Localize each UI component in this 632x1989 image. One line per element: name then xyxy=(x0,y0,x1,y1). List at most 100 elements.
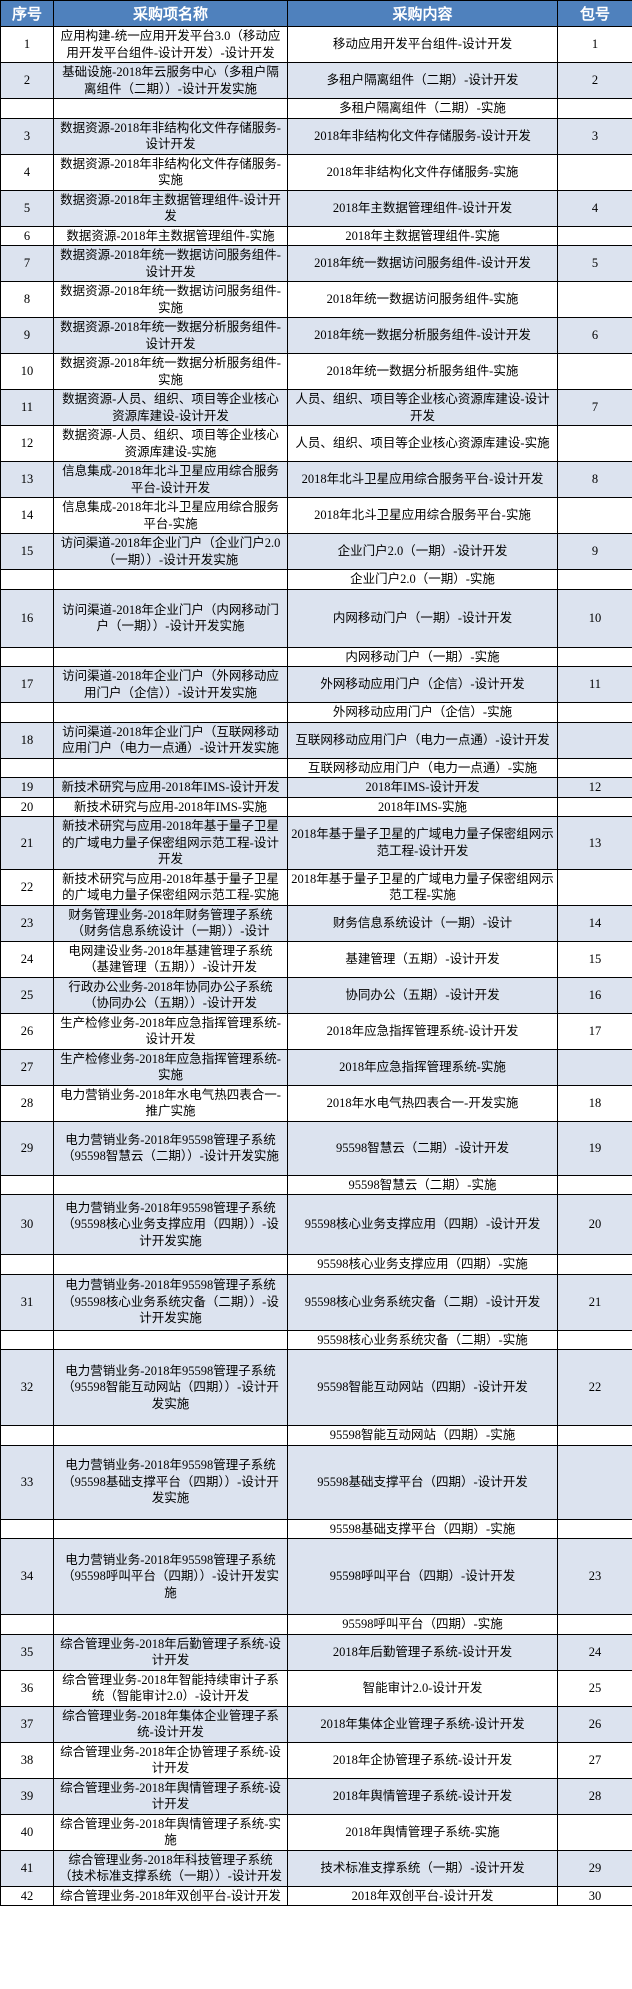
cell-package xyxy=(557,1425,632,1446)
cell-serial xyxy=(0,1329,54,1350)
cell-item-name: 数据资源-2018年主数据管理组件-设计开发 xyxy=(53,189,288,227)
cell-content: 2018年应急指挥管理系统-实施 xyxy=(287,1048,558,1086)
cell-content: 智能审计2.0-设计开发 xyxy=(287,1669,558,1707)
cell-package: 24 xyxy=(557,1633,632,1671)
cell-content: 2018年双创平台-设计开发 xyxy=(287,1885,558,1906)
cell-package xyxy=(557,353,632,390)
cell-content: 多租户隔离组件（二期）-实施 xyxy=(287,98,558,119)
table-row: 多租户隔离组件（二期）-实施 xyxy=(0,98,632,119)
table-row: 18 访问渠道-2018年企业门户（互联网移动应用门户（电力一点通）-设计开发实… xyxy=(0,721,632,759)
cell-item-name xyxy=(53,1254,288,1275)
cell-item-name: 综合管理业务-2018年企协管理子系统-设计开发 xyxy=(53,1741,288,1779)
cell-content: 协同办公（五期）-设计开发 xyxy=(287,976,558,1014)
table-body: 1 应用构建-统一应用开发平台3.0（移动应用开发平台组件-设计开发）-设计开发… xyxy=(0,26,632,1906)
cell-package: 27 xyxy=(557,1741,632,1779)
cell-content: 外网移动应用门户（企信）-实施 xyxy=(287,702,558,723)
cell-serial: 12 xyxy=(0,425,54,462)
cell-package: 19 xyxy=(557,1120,632,1176)
cell-content: 95598智能互动网站（四期）-设计开发 xyxy=(287,1349,558,1426)
cell-package: 14 xyxy=(557,904,632,942)
cell-content: 互联网移动应用门户（电力一点通）-设计开发 xyxy=(287,721,558,759)
cell-item-name xyxy=(53,702,288,723)
cell-item-name: 电网建设业务-2018年基建管理子系统（基建管理（五期））-设计开发 xyxy=(53,940,288,978)
cell-content: 2018年统一数据访问服务组件-实施 xyxy=(287,281,558,318)
cell-serial: 30 xyxy=(0,1194,54,1255)
cell-package: 10 xyxy=(557,588,632,648)
cell-package: 16 xyxy=(557,976,632,1014)
cell-content: 2018年IMS-实施 xyxy=(287,796,558,817)
cell-package: 11 xyxy=(557,666,632,703)
cell-content: 企业门户2.0（一期）-实施 xyxy=(287,569,558,590)
cell-serial xyxy=(0,646,54,667)
cell-package xyxy=(557,1329,632,1350)
cell-serial: 38 xyxy=(0,1741,54,1779)
table-row: 35 综合管理业务-2018年后勤管理子系统-设计开发 2018年后勤管理子系统… xyxy=(0,1633,632,1671)
cell-content: 95598呼叫平台（四期）-设计开发 xyxy=(287,1538,558,1615)
cell-package xyxy=(557,757,632,778)
column-header-item: 采购项名称 xyxy=(53,0,288,27)
cell-item-name: 生产检修业务-2018年应急指挥管理系统-实施 xyxy=(53,1048,288,1086)
cell-content: 互联网移动应用门户（电力一点通）-实施 xyxy=(287,757,558,778)
table-row: 32 电力营销业务-2018年95598管理子系统（95598智能互动网站（四期… xyxy=(0,1349,632,1426)
cell-item-name: 数据资源-2018年统一数据访问服务组件-实施 xyxy=(53,281,288,318)
cell-package: 2 xyxy=(557,62,632,99)
cell-content: 财务信息系统设计（一期）-设计 xyxy=(287,904,558,942)
cell-package: 29 xyxy=(557,1849,632,1887)
cell-package: 18 xyxy=(557,1084,632,1122)
cell-serial: 41 xyxy=(0,1849,54,1887)
cell-serial: 5 xyxy=(0,189,54,227)
cell-serial: 40 xyxy=(0,1813,54,1851)
cell-item-name: 综合管理业务-2018年集体企业管理子系统-设计开发 xyxy=(53,1705,288,1743)
table-row: 39 综合管理业务-2018年舆情管理子系统-设计开发 2018年舆情管理子系统… xyxy=(0,1777,632,1815)
cell-package: 9 xyxy=(557,533,632,570)
cell-serial: 13 xyxy=(0,461,54,498)
cell-package: 6 xyxy=(557,317,632,354)
cell-item-name xyxy=(53,1174,288,1195)
table-row: 12 数据资源-人员、组织、项目等企业核心资源库建设-实施 人员、组织、项目等企… xyxy=(0,425,632,462)
table-row: 95598核心业务系统灾备（二期）-实施 xyxy=(0,1329,632,1350)
cell-item-name: 应用构建-统一应用开发平台3.0（移动应用开发平台组件-设计开发）-设计开发 xyxy=(53,26,288,63)
cell-package xyxy=(557,98,632,119)
cell-item-name: 电力营销业务-2018年95598管理子系统（95598智能互动网站（四期））-… xyxy=(53,1349,288,1426)
cell-serial: 32 xyxy=(0,1349,54,1426)
cell-content: 95598核心业务支撑应用（四期）-实施 xyxy=(287,1254,558,1275)
cell-serial: 2 xyxy=(0,62,54,99)
cell-package xyxy=(557,721,632,759)
cell-serial: 17 xyxy=(0,666,54,703)
cell-serial: 8 xyxy=(0,281,54,318)
cell-item-name: 生产检修业务-2018年应急指挥管理系统-设计开发 xyxy=(53,1012,288,1050)
table-row: 10 数据资源-2018年统一数据分析服务组件-实施 2018年统一数据分析服务… xyxy=(0,353,632,390)
cell-serial: 36 xyxy=(0,1669,54,1707)
cell-serial: 6 xyxy=(0,225,54,246)
table-row: 33 电力营销业务-2018年95598管理子系统（95598基础支撑平台（四期… xyxy=(0,1444,632,1520)
cell-serial: 21 xyxy=(0,816,54,870)
cell-content: 2018年集体企业管理子系统-设计开发 xyxy=(287,1705,558,1743)
table-row: 95598呼叫平台（四期）-实施 xyxy=(0,1614,632,1635)
column-header-content: 采购内容 xyxy=(287,0,558,27)
cell-serial: 26 xyxy=(0,1012,54,1050)
cell-serial: 33 xyxy=(0,1444,54,1520)
cell-serial: 39 xyxy=(0,1777,54,1815)
cell-package: 3 xyxy=(557,117,632,155)
cell-package: 20 xyxy=(557,1194,632,1255)
header-row: 序号 采购项名称 采购内容 包号 xyxy=(0,0,632,27)
cell-serial: 27 xyxy=(0,1048,54,1086)
cell-item-name: 访问渠道-2018年企业门户（内网移动门户（一期））-设计开发实施 xyxy=(53,588,288,648)
table-row: 20 新技术研究与应用-2018年IMS-实施 2018年IMS-实施 xyxy=(0,796,632,817)
cell-item-name: 数据资源-2018年统一数据分析服务组件-实施 xyxy=(53,353,288,390)
table-row: 28 电力营销业务-2018年水电气热四表合一-推广实施 2018年水电气热四表… xyxy=(0,1084,632,1122)
cell-content: 内网移动门户（一期）-实施 xyxy=(287,646,558,667)
cell-serial: 29 xyxy=(0,1120,54,1176)
cell-package: 1 xyxy=(557,26,632,63)
cell-content: 2018年应急指挥管理系统-设计开发 xyxy=(287,1012,558,1050)
cell-item-name: 数据资源-2018年主数据管理组件-实施 xyxy=(53,225,288,246)
cell-serial: 11 xyxy=(0,389,54,426)
cell-item-name: 访问渠道-2018年企业门户（企业门户2.0（一期））-设计开发实施 xyxy=(53,533,288,570)
table-row: 31 电力营销业务-2018年95598管理子系统（95598核心业务系统灾备（… xyxy=(0,1273,632,1331)
table-row: 37 综合管理业务-2018年集体企业管理子系统-设计开发 2018年集体企业管… xyxy=(0,1705,632,1743)
cell-package xyxy=(557,1444,632,1520)
cell-package xyxy=(557,225,632,246)
table-row: 外网移动应用门户（企信）-实施 xyxy=(0,702,632,723)
cell-serial: 35 xyxy=(0,1633,54,1671)
cell-item-name: 电力营销业务-2018年水电气热四表合一-推广实施 xyxy=(53,1084,288,1122)
